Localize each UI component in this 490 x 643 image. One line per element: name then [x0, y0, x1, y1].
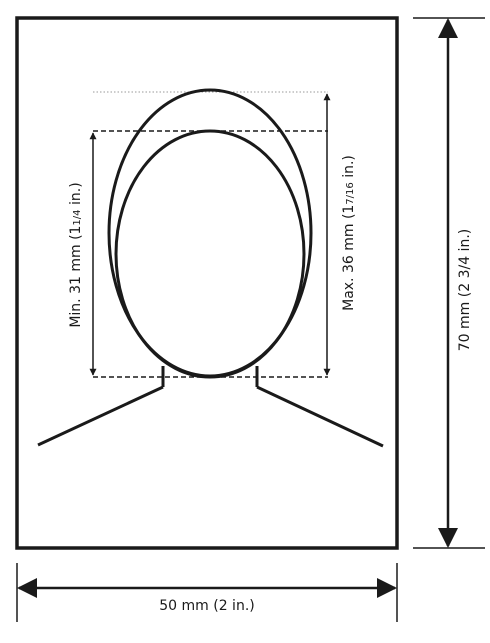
photo-frame [15, 16, 399, 550]
height-label: 70 mm (2 3/4 in.) [457, 229, 473, 351]
min-head-label: Min. 31 mm (11/4 in.) [68, 182, 84, 327]
min-head-outline [114, 129, 306, 379]
shoulder-left [37, 385, 164, 447]
max-head-label: Max. 36 mm (17/16 in.) [341, 155, 357, 311]
width-label: 50 mm (2 in.) [159, 598, 254, 614]
shoulder-right [256, 385, 384, 448]
